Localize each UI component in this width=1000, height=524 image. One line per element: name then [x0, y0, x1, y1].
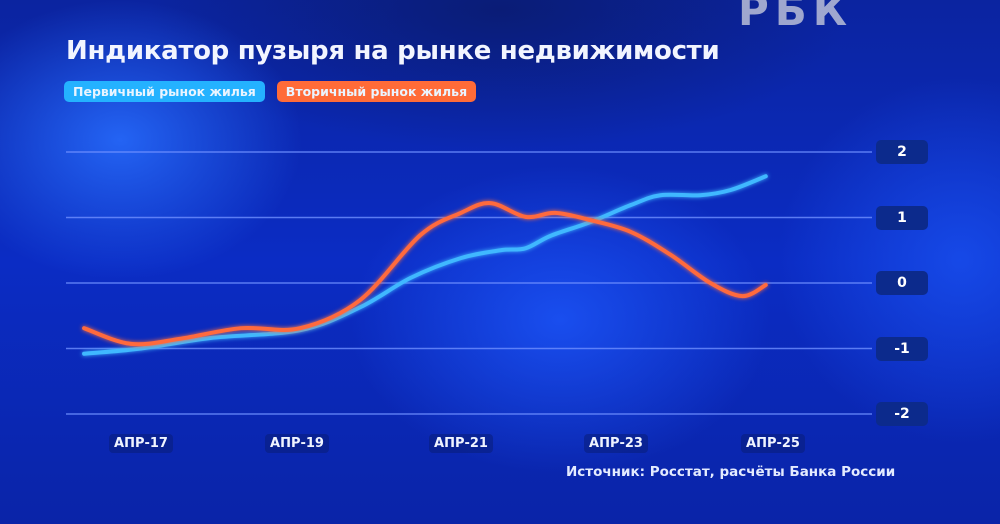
legend-secondary-market: Вторичный рынок жилья — [276, 81, 477, 102]
line-primary-market — [82, 174, 768, 356]
y-tick-label: -1 — [876, 336, 928, 361]
line-secondary-market — [82, 201, 768, 347]
x-tick-label: АПР-21 — [429, 434, 493, 453]
y-tick-label: 2 — [876, 140, 928, 164]
gridlines — [66, 151, 872, 415]
source-note: Источник: Росстат, расчёты Банка России — [566, 464, 896, 480]
legend-primary-market: Первичный рынок жилья — [64, 81, 265, 102]
y-tick-label: 1 — [876, 205, 928, 230]
legend: Первичный рынок жилья Вторичный рынок жи… — [64, 81, 477, 102]
chart-title: Индикатор пузыря на рынке недвижимости — [66, 36, 720, 66]
x-tick-label: АПР-25 — [741, 434, 805, 453]
x-tick-label: АПР-19 — [265, 434, 329, 453]
y-tick-label: -2 — [876, 402, 928, 426]
y-tick-label: 0 — [876, 271, 928, 295]
x-tick-label: АПР-17 — [109, 434, 173, 453]
channel-logo: РБК — [738, 0, 854, 35]
x-tick-label: АПР-23 — [584, 434, 648, 453]
